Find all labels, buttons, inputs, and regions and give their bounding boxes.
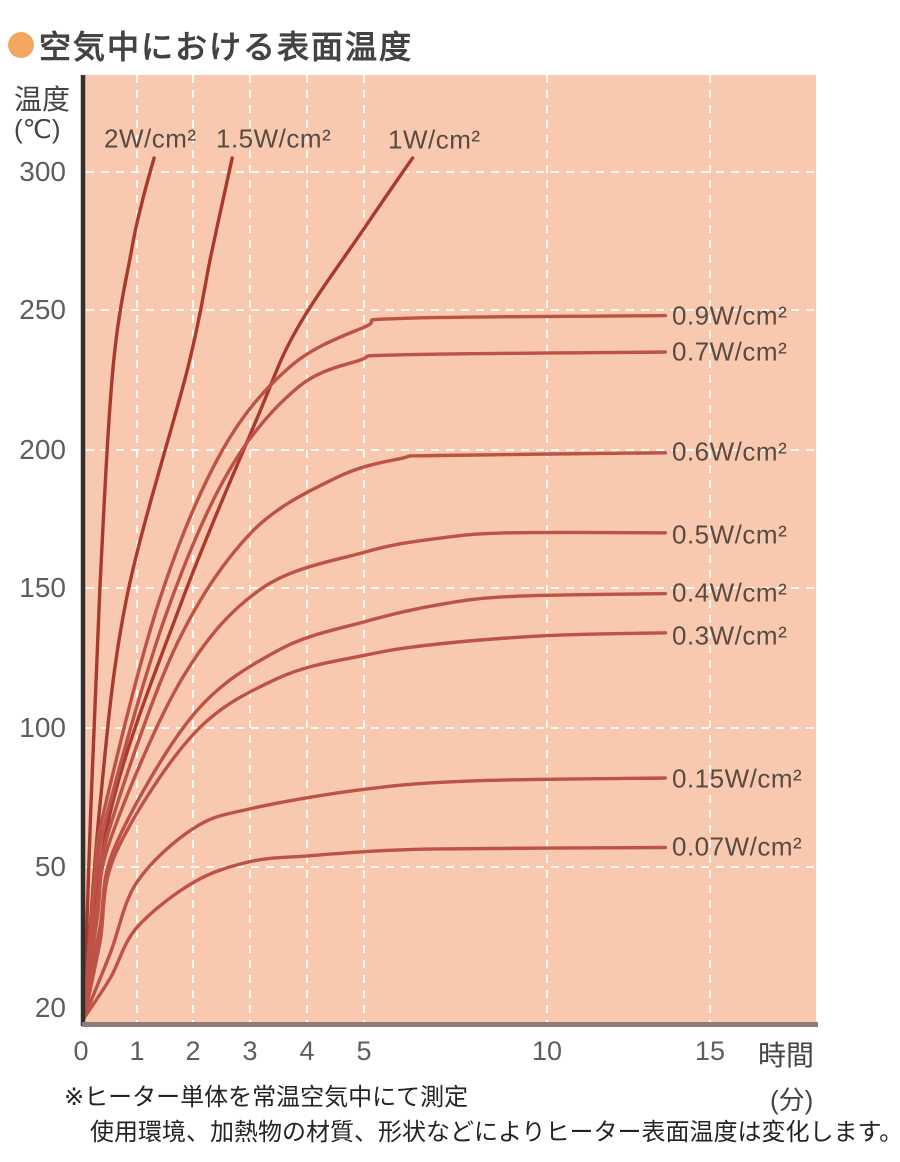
curve-0.7w [84,350,668,1020]
curve-0.3w [84,631,668,1020]
curve-0.15w [84,776,668,1020]
y-axis-unit: (℃) [14,114,61,144]
page-title: 空気中における表面温度 [39,29,414,65]
curve-0.9w [84,313,668,1020]
curve-1w [84,156,415,1020]
y-axis-title: 温度 [14,84,71,115]
curve-0.5w [84,530,668,1020]
chart-header: 空気中における表面温度 [8,22,413,68]
footnote-line-2: 使用環境、加熱物の材質、形状などによりヒーター表面温度は変化します。 [90,1119,900,1146]
orange-bullet-icon [8,32,34,58]
footnote-line-1: ※ヒーター単体を常温空気中にて測定 [64,1084,469,1111]
x-axis-title: 時間 [758,1040,815,1071]
curve-0.07w [84,845,668,1020]
curve-2w [84,156,156,1020]
x-axis-unit: (分) [770,1085,814,1115]
